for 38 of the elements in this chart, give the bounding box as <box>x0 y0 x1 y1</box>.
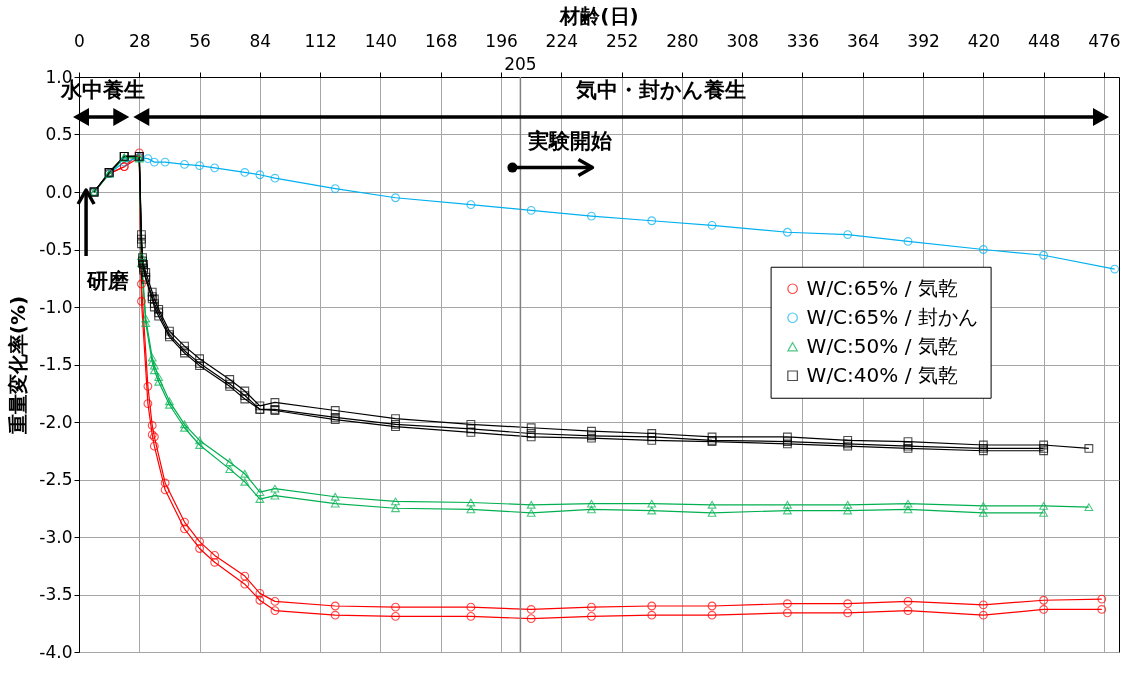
x-tick-label: 140 <box>364 30 398 51</box>
x-tick-label: 448 <box>1027 30 1061 51</box>
x-tick-label: 224 <box>545 30 579 51</box>
ref-line-label: 205 <box>504 54 537 74</box>
y-tick-label: 0.5 <box>45 124 73 144</box>
x-tick-label: 28 <box>128 30 151 51</box>
x-tick-label: 56 <box>189 30 211 51</box>
x-tick-label: 112 <box>304 30 337 51</box>
y-tick-label: -0.5 <box>39 239 73 259</box>
y-tick-label: -3.0 <box>39 526 73 547</box>
y-tick-label: -3.5 <box>39 584 73 604</box>
x-tick-label: 280 <box>666 30 699 51</box>
x-axis-title: 材齢(日) <box>559 3 639 28</box>
legend-label: W/C:40% / 気乾 <box>806 362 958 387</box>
legend-label: W/C:65% / 気乾 <box>806 275 958 300</box>
x-tick-label: 196 <box>485 30 518 51</box>
x-tick-label: 392 <box>907 30 940 51</box>
x-tick-label: 0 <box>74 30 85 51</box>
x-tick-label: 168 <box>425 30 458 51</box>
y-axis-title: 重量変化率(%) <box>6 295 31 436</box>
annotation: 実験開始 <box>527 128 614 153</box>
y-tick-label: -2.0 <box>39 411 73 432</box>
y-tick-label: 0.0 <box>45 181 73 202</box>
annotation: 研磨 <box>86 269 130 293</box>
legend-label: W/C:50% / 気乾 <box>806 333 958 358</box>
x-tick-label: 308 <box>726 30 759 51</box>
x-tick-label: 476 <box>1088 30 1121 51</box>
annotation: 気中・封かん養生 <box>575 78 747 102</box>
y-tick-label: -1.0 <box>39 296 73 317</box>
y-tick-label: -2.5 <box>39 469 73 489</box>
x-tick-label: 252 <box>605 30 639 51</box>
legend-label: W/C:65% / 封かん <box>806 304 978 329</box>
x-tick-label: 336 <box>786 30 820 51</box>
y-tick-label: -1.5 <box>39 354 73 374</box>
x-tick-label: 420 <box>967 30 1001 51</box>
y-tick-label: -4.0 <box>39 641 73 662</box>
x-tick-label: 84 <box>249 30 272 51</box>
x-tick-label: 364 <box>847 30 880 51</box>
